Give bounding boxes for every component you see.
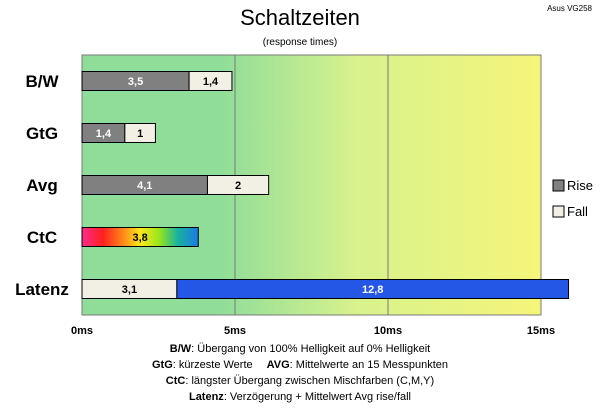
legend-label: Fall (567, 204, 588, 219)
x-tick-label: 10ms (374, 325, 402, 335)
x-tick-label: 15ms (527, 325, 555, 335)
bar-fall (124, 123, 156, 143)
bar-value-label: 3,5 (128, 76, 143, 88)
footnote-text: : kürzeste Werte (172, 359, 253, 371)
footnote-key: Latenz (188, 391, 224, 403)
footnote-text: : Mittelwerte an 15 Messpunkten (289, 359, 449, 371)
footnote-text: : längster Übergang zwischen Mischfarben… (185, 375, 435, 387)
bar-fall (188, 71, 233, 91)
category-label: Latenz (15, 280, 69, 299)
footnote-latenz: Latenz: Verzögerung + Mittelwert Avg ris… (0, 391, 600, 403)
bar-value-label: 3,1 (122, 284, 137, 296)
bar-chart: 0ms 5ms 10ms 15ms B/W 3,5 1,4 GtG 1,4 1 Avg 4,1 2 CtC… (15, 54, 593, 335)
footnote-text: : Übergang von 100% Helligkeit auf 0% He… (191, 343, 431, 355)
chart-title: Schaltzeiten (240, 5, 360, 30)
bar-value-label: 4,1 (137, 180, 152, 192)
category-label: GtG (26, 124, 58, 143)
bar-value-label: 2 (235, 180, 241, 192)
bar-value-label: 1 (137, 128, 143, 140)
legend-swatch (552, 205, 565, 218)
category-label: CtC (27, 228, 57, 247)
category-label: Avg (26, 176, 58, 195)
x-tick-label: 5ms (224, 325, 246, 335)
bar-ctc (81, 227, 199, 247)
bar-value-label: 3,8 (132, 232, 147, 244)
legend-swatch (552, 179, 565, 192)
footnote-bw: B/W: Übergang von 100% Helligkeit auf 0%… (0, 343, 600, 355)
footnote-key: GtG (151, 359, 173, 371)
monitor-model-label: Asus VG258 (547, 4, 592, 13)
x-tick-label: 0ms (71, 325, 93, 335)
footnote-ctc: CtC: längster Übergang zwischen Mischfar… (0, 375, 600, 387)
footnote-gtg-avg: GtG: kürzeste Werte AVG: Mittelwerte an 1… (0, 359, 600, 371)
footnote-key: AVG (266, 359, 290, 371)
bar-fall (206, 175, 270, 195)
bar-value-label: 12,8 (362, 284, 383, 296)
legend-label: Rise (567, 178, 593, 193)
footnote-text: : Verzögerung + Mittelwert Avg rise/fall (223, 391, 412, 403)
chart-subtitle: (response times) (262, 37, 338, 48)
bar-value-label: 1,4 (203, 76, 219, 88)
footnote-key: B/W (169, 343, 192, 355)
category-label: B/W (25, 72, 59, 91)
footnote-key: CtC (165, 375, 186, 387)
bar-latenz (176, 279, 570, 299)
bar-value-label: 1,4 (96, 128, 112, 140)
